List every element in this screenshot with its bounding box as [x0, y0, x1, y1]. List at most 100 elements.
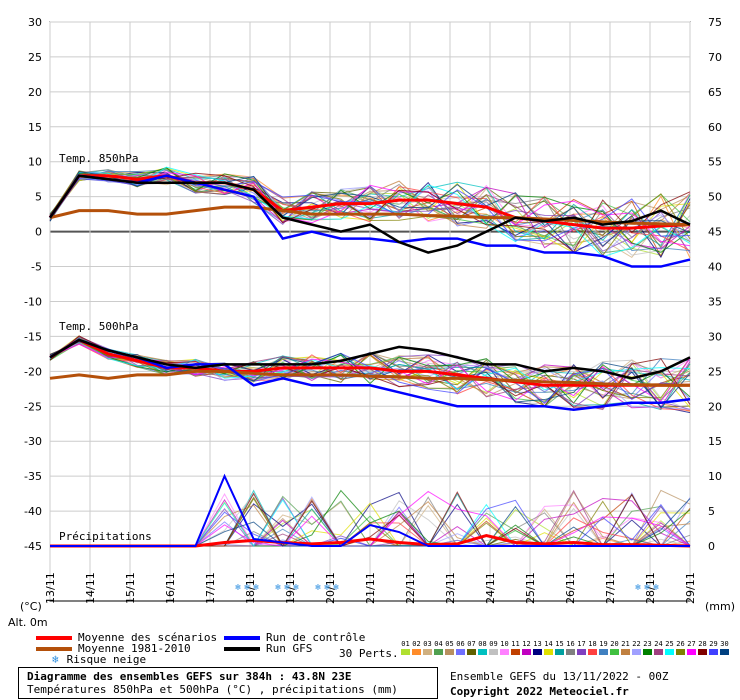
series-t850	[48, 174, 691, 268]
pert-legend-item: 27	[686, 640, 697, 655]
pert-legend-number: 21	[621, 640, 630, 648]
right-tick-label: 50	[708, 191, 722, 204]
pert-legend-number: 15	[555, 640, 564, 648]
pert-legend-swatch	[621, 649, 630, 655]
pert-legend-swatch	[445, 649, 454, 655]
pert-legend-swatch	[412, 649, 421, 655]
ensemble-info: Ensemble GEFS du 13/11/2022 - 00Z	[450, 670, 669, 683]
date-label: 17/11	[204, 572, 217, 604]
pert-legend-swatch	[632, 649, 641, 655]
chart-subtitle: Températures 850hPa et 500hPa (°C) , pré…	[27, 683, 398, 696]
pert-legend-swatch	[555, 649, 564, 655]
pert-legend-swatch	[720, 649, 729, 655]
pert-legend-item: 17	[576, 640, 587, 655]
pert-line-t850	[49, 166, 691, 258]
left-tick-label: 30	[28, 16, 42, 29]
legend-mean-swatch	[36, 636, 72, 640]
pert-legend-item: 12	[521, 640, 532, 655]
right-tick-label: 0	[708, 540, 715, 553]
left-tick-label: 25	[28, 51, 42, 64]
pert-legend-item: 10	[499, 640, 510, 655]
pert-legend-number: 09	[489, 640, 498, 648]
legend-perts: 30 Perts.	[339, 647, 399, 660]
pert-legend-swatch	[654, 649, 663, 655]
left-tick-label: -20	[24, 365, 42, 378]
right-tick-label: 65	[708, 86, 722, 99]
snowflake-icon: ❄	[293, 583, 299, 593]
pert-line-t500	[49, 337, 691, 391]
series-t850	[48, 174, 691, 254]
right-tick-label: 60	[708, 121, 722, 134]
pert-legend-swatch	[643, 649, 652, 655]
date-label: 19/11	[284, 572, 297, 604]
pert-legend-swatch	[467, 649, 476, 655]
snowflake-icon: ❄	[653, 583, 659, 593]
right-tick-label: 40	[708, 261, 722, 274]
pert-legend-number: 03	[423, 640, 432, 648]
pert-legend-number: 24	[654, 640, 663, 648]
pert-legend-item: 03	[422, 640, 433, 655]
pert-legend-item: 30	[719, 640, 730, 655]
pert-legend-swatch	[423, 649, 432, 655]
pert-line-t850	[49, 167, 691, 237]
pert-line-t850	[49, 167, 691, 253]
snowflake-icon: ❄	[235, 583, 241, 593]
pert-legend-swatch	[456, 649, 465, 655]
pert-legend-item: 18	[587, 640, 598, 655]
right-tick-label: 10	[708, 470, 722, 483]
pert-legend-item: 20	[609, 640, 620, 655]
date-label: 27/11	[604, 572, 617, 604]
precip-line	[50, 473, 690, 547]
snowflake-icon: ❄	[644, 583, 650, 593]
pert-legend-item: 24	[653, 640, 664, 655]
pert-legend-item: 09	[488, 640, 499, 655]
left-tick-label: -5	[31, 261, 42, 274]
alt-label: Alt. 0m	[8, 616, 48, 629]
legend-snow: ❄ Risque neige	[52, 653, 146, 666]
right-tick-label: 70	[708, 51, 722, 64]
right-tick-label: 30	[708, 330, 722, 343]
left-axis-unit: (°C)	[20, 600, 42, 613]
left-tick-label: -45	[24, 540, 42, 553]
pert-legend-number: 19	[599, 640, 608, 648]
snowflake-icon: ❄	[244, 583, 250, 593]
pert-legend-item: 06	[455, 640, 466, 655]
legend-ctrl: Run de contrôle	[224, 631, 365, 644]
date-label: 18/11	[244, 572, 257, 604]
pert-legend-swatch	[610, 649, 619, 655]
left-tick-label: -30	[24, 435, 42, 448]
pert-line-t500	[49, 339, 691, 404]
pert-legend-item: 02	[411, 640, 422, 655]
right-tick-label: 35	[708, 295, 722, 308]
pert-legend-number: 23	[643, 640, 652, 648]
pert-legend-item: 16	[565, 640, 576, 655]
pert-legend-number: 06	[456, 640, 465, 648]
pert-legend-number: 20	[610, 640, 619, 648]
legend-clim: Moyenne 1981-2010	[36, 642, 191, 655]
pert-legend-number: 16	[566, 640, 575, 648]
legend-clim-label: Moyenne 1981-2010	[78, 642, 191, 655]
legend-gfs-swatch	[224, 647, 260, 651]
pert-legend-number: 11	[511, 640, 520, 648]
legend-gfs-label: Run GFS	[266, 642, 313, 655]
series-t500	[49, 338, 691, 412]
right-tick-label: 20	[708, 400, 722, 413]
snow-risk-markers: ❄ ❄ ❄ ❄ ❄ ❄ ❄ ❄ ❄ ❄ ❄ ❄	[235, 583, 659, 593]
pert-legend-swatch	[489, 649, 498, 655]
date-label: 20/11	[324, 572, 337, 604]
left-tick-label: 15	[28, 121, 42, 134]
pert-legend-swatch	[401, 649, 410, 655]
pert-legend-swatch	[665, 649, 674, 655]
snowflake-icon: ❄	[284, 583, 290, 593]
right-tick-label: 25	[708, 365, 722, 378]
pert-legend-number: 01	[401, 640, 410, 648]
chart-title: Diagramme des ensembles GEFS sur 384h : …	[27, 670, 352, 683]
pert-legend-item: 22	[631, 640, 642, 655]
pert-legend-number: 08	[478, 640, 487, 648]
pert-legend-item: 21	[620, 640, 631, 655]
date-label: 22/11	[404, 572, 417, 604]
pert-legend-number: 14	[544, 640, 553, 648]
pert-legend-swatch	[511, 649, 520, 655]
